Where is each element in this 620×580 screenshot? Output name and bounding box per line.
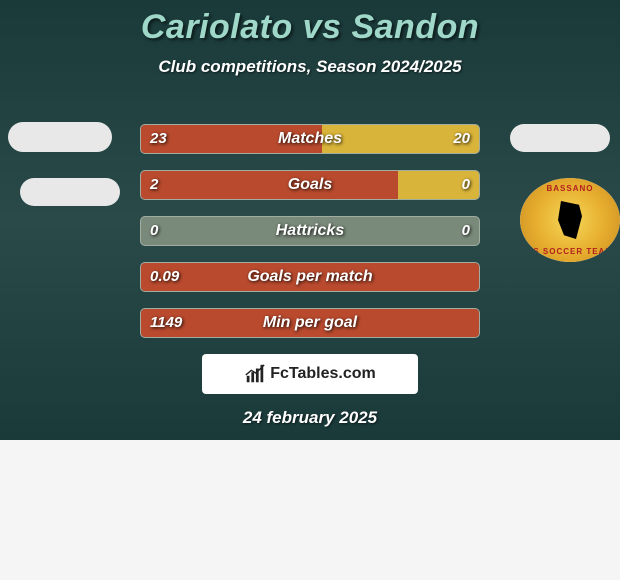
badge-bottom-text: SS SOCCER TEAM [527, 247, 613, 256]
stat-value-right: 0 [462, 216, 470, 246]
fctables-link[interactable]: FcTables.com [202, 354, 418, 394]
stat-value-left: 23 [150, 124, 167, 154]
stat-row: Min per goal1149 [140, 308, 480, 338]
date-text: 24 february 2025 [0, 408, 620, 428]
stats-bars: Matches2320Goals20Hattricks00Goals per m… [140, 124, 480, 354]
subtitle: Club competitions, Season 2024/2025 [0, 57, 620, 77]
player1-logo-icon [8, 122, 112, 152]
player2-club-badge-icon: BASSANO SS SOCCER TEAM [520, 178, 620, 262]
player2-logo-icon [510, 124, 610, 152]
stat-value-left: 0 [150, 216, 158, 246]
badge-top-text: BASSANO [546, 184, 593, 193]
footer-text: FcTables.com [270, 365, 376, 383]
stat-label: Goals per match [140, 262, 480, 292]
stat-value-left: 0.09 [150, 262, 179, 292]
stat-value-left: 1149 [150, 308, 182, 338]
stat-value-right: 0 [462, 170, 470, 200]
stat-value-left: 2 [150, 170, 158, 200]
stat-label: Min per goal [140, 308, 480, 338]
stat-row: Goals per match0.09 [140, 262, 480, 292]
comparison-card: Cariolato vs Sandon Club competitions, S… [0, 0, 620, 440]
stat-row: Goals2 0 [140, 170, 480, 200]
stat-label: Matches [140, 124, 480, 154]
player1-logo2-icon [20, 178, 120, 206]
stat-label: Goals [140, 170, 480, 200]
page-title: Cariolato vs Sandon [0, 0, 620, 47]
stat-label: Hattricks [140, 216, 480, 246]
stat-row: Matches23 20 [140, 124, 480, 154]
stat-value-right: 20 [453, 124, 470, 154]
stat-row: Hattricks0 0 [140, 216, 480, 246]
chart-icon [244, 363, 266, 385]
badge-silhouette-icon [555, 201, 585, 239]
